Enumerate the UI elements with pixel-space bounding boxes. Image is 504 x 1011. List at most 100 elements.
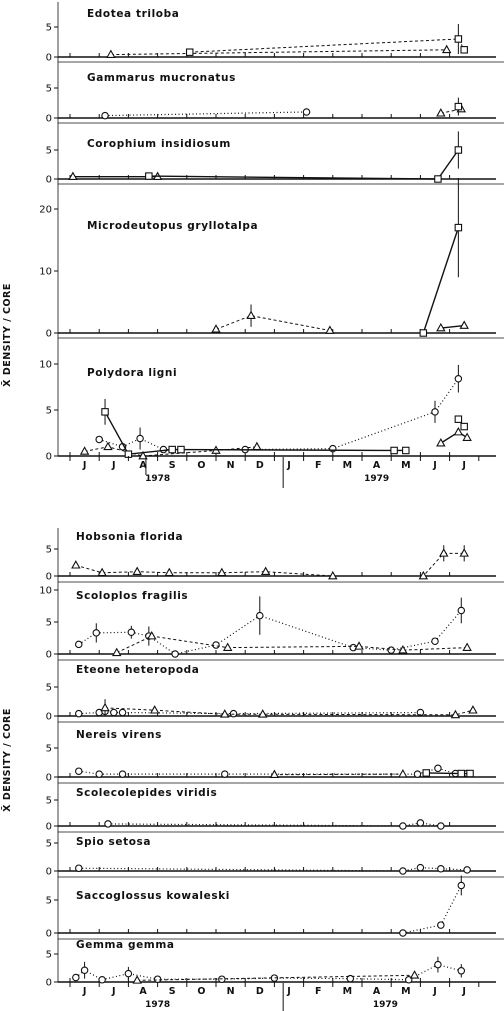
data-point	[256, 611, 264, 620]
data-point	[302, 108, 311, 116]
month-label: D	[256, 460, 264, 471]
series-line	[99, 378, 459, 451]
series-line	[78, 710, 421, 715]
species-label: Spio setosa	[76, 836, 151, 848]
y-tick-label: 0	[46, 329, 52, 340]
y-tick-label: 0	[46, 978, 52, 989]
data-point	[437, 822, 445, 830]
y-tick-label: 5	[46, 23, 52, 34]
y-tick-label: 0	[46, 572, 52, 583]
data-point	[246, 310, 256, 319]
species-label: Eteone heteropoda	[76, 664, 199, 676]
species-label: Scoloplos fragilis	[76, 590, 188, 602]
series-triangle-1	[106, 44, 452, 58]
data-point	[463, 866, 471, 874]
data-point	[460, 46, 468, 54]
panel-edotea-triloba: 0 5 Edotea triloba	[46, 8, 496, 64]
y-tick-label: 5	[46, 744, 52, 755]
month-label: N	[227, 986, 235, 997]
panel-saccoglossus-kowaleski: 0 5 Saccoglossus kowaleski	[46, 875, 504, 940]
data-point	[354, 641, 364, 650]
data-point	[437, 921, 445, 929]
series-line	[402, 885, 462, 934]
y-tick-label: 0	[46, 929, 52, 940]
data-point	[431, 408, 439, 416]
data-point	[104, 820, 112, 828]
data-point	[416, 863, 425, 872]
series-line	[107, 822, 441, 827]
data-point	[127, 628, 136, 636]
y-tick-label: 0	[46, 175, 52, 186]
data-point	[437, 865, 445, 873]
y-tick-label: 10	[39, 360, 52, 371]
series-line	[78, 867, 468, 872]
month-label: J	[82, 460, 87, 471]
data-point	[75, 709, 83, 718]
data-point	[466, 769, 474, 778]
y-tick-label: 10	[39, 586, 52, 597]
series-line	[105, 111, 307, 117]
data-point	[453, 426, 464, 436]
y-tick-label: 10	[39, 267, 52, 278]
series-line	[440, 431, 468, 444]
data-point	[147, 630, 157, 640]
data-point	[220, 709, 230, 718]
year-label: 1979	[373, 1000, 398, 1010]
data-point	[168, 445, 176, 454]
month-label: S	[169, 460, 176, 471]
month-label: J	[286, 986, 291, 997]
year-label: 1978	[145, 474, 170, 484]
series-line	[440, 324, 465, 329]
data-point	[149, 705, 160, 714]
data-point	[71, 560, 81, 569]
series-line	[75, 552, 465, 577]
species-label: Corophium insidiosum	[87, 138, 231, 150]
data-point	[68, 171, 78, 181]
data-point	[132, 975, 142, 984]
month-label: J	[111, 986, 116, 997]
series-line	[215, 315, 330, 332]
data-point	[171, 650, 179, 658]
data-point	[419, 329, 428, 337]
species-label: Microdeutopus gryllotalpa	[87, 220, 258, 232]
series-line	[148, 149, 459, 180]
y-tick-label: 5	[46, 545, 52, 556]
data-point	[101, 408, 109, 416]
data-point	[390, 446, 398, 455]
data-point	[111, 647, 122, 657]
data-point	[434, 764, 442, 773]
species-label: Scolecolepides viridis	[76, 787, 217, 799]
species-label: Polydora ligni	[87, 367, 177, 379]
data-point	[138, 450, 148, 460]
series-triangle-2	[100, 699, 478, 719]
series-circle-1	[75, 764, 471, 778]
data-point	[402, 446, 410, 455]
month-label: M	[343, 460, 352, 471]
data-point	[398, 645, 408, 654]
data-point	[413, 770, 422, 778]
data-point	[185, 48, 194, 56]
y-axis-label: X̄ DENSITY / CORE	[1, 708, 13, 812]
data-point	[153, 975, 162, 983]
data-point	[260, 566, 271, 576]
data-point	[454, 374, 463, 383]
figure-1: X̄ DENSITY / CORE 0 5 Edotea triloba 0 5 Gamma…	[1, 2, 504, 488]
month-label: J	[432, 460, 437, 471]
series-circle-1	[72, 956, 466, 984]
series-triangle-1	[68, 171, 163, 181]
y-tick-label: 5	[46, 950, 52, 961]
series-square-3	[422, 769, 474, 778]
data-point	[457, 769, 466, 778]
figure-2: X̄ DENSITY / CORE 0 5 Hobsonia florida 0 5 10 S…	[1, 528, 504, 1011]
data-point	[124, 969, 133, 978]
data-point	[457, 881, 466, 890]
month-label: J	[432, 986, 437, 997]
data-point	[95, 770, 103, 778]
panel-polydora-ligni: 0 5 10 Polydora ligni	[39, 337, 504, 463]
data-point	[431, 637, 439, 645]
series-square-2	[145, 131, 463, 183]
month-label: O	[197, 460, 205, 471]
data-point	[118, 708, 127, 717]
y-tick-label: 0	[46, 650, 52, 661]
series-circle-1	[101, 108, 311, 120]
